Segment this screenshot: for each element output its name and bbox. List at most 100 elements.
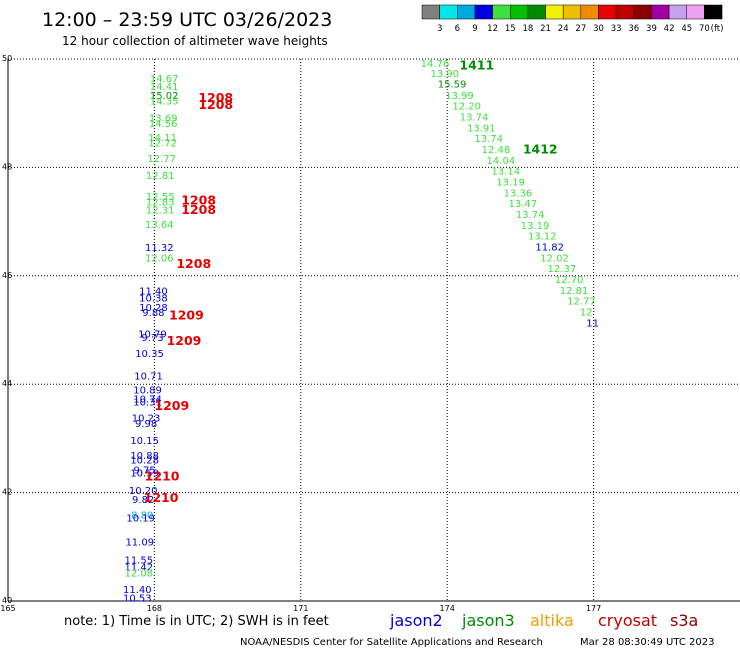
wave-height-label: 13.19 — [521, 221, 550, 232]
wave-height-label: 10.74 — [133, 394, 162, 405]
color-scale-legend: 3 6 9 12 15 18 21 24 27 30 33 36 39 42 45 70 (ft) — [421, 4, 723, 34]
wave-height-label: 14.67 — [150, 74, 179, 85]
wave-height-label: 10.28 — [130, 456, 159, 467]
units-note: note: 1) Time is in UTC; 2) SWH is in fe… — [64, 614, 329, 629]
legend-bin-label: 36 — [628, 24, 639, 34]
chart-title: 12:00 – 23:59 UTC 03/26/2023 — [42, 9, 332, 31]
legend-bin-label: 21 — [540, 24, 551, 34]
legend-swatch — [492, 4, 511, 20]
legend-bin-label: 33 — [611, 24, 622, 34]
wave-height-label: 13.64 — [145, 220, 174, 231]
legend-swatch — [457, 4, 476, 20]
mission-label: cryosat — [598, 611, 657, 630]
wave-height-label: 11.40 — [139, 286, 168, 297]
wave-height-label: 11.55 — [124, 555, 153, 566]
wave-height-label: 12.77 — [147, 154, 176, 165]
y-tick-label: 42 — [2, 488, 12, 497]
wave-height-label: 10.88 — [130, 451, 159, 462]
wave-height-label: 13.47 — [509, 199, 538, 210]
wave-height-label: 13.36 — [504, 188, 533, 199]
wave-height-label: 11.32 — [145, 243, 174, 254]
wave-height-label: 12.06 — [145, 253, 174, 264]
wave-height-label: 15.02 — [150, 91, 179, 102]
legend-bin-label: 6 — [455, 24, 460, 34]
wave-height-label: 10.20 — [129, 486, 158, 497]
legend-swatch — [580, 4, 599, 20]
legend-swatch — [421, 4, 440, 20]
wave-height-label: 13.74 — [474, 134, 503, 145]
wave-height-label: 13.74 — [516, 210, 545, 221]
wave-height-label: 12.37 — [548, 264, 577, 275]
pass-time-label: 1208 — [181, 192, 216, 207]
wave-height-label: 8.80 — [131, 510, 153, 521]
legend-bin-label: 15 — [505, 24, 516, 34]
legend-bin-label: 12 — [487, 24, 498, 34]
wave-height-label: 12.81 — [560, 286, 589, 297]
wave-height-label: 9.98 — [135, 419, 157, 430]
x-tick-label: 165 — [0, 604, 15, 613]
x-tick-label: 177 — [586, 604, 601, 613]
legend-bin-label: 42 — [664, 24, 675, 34]
legend-bin-label: 9 — [472, 24, 477, 34]
legend-swatch — [527, 4, 546, 20]
axis-ticks: 165 168 171 174 177 40 42 44 46 48 50 — [0, 54, 601, 613]
wave-height-label: 12.55 — [146, 192, 175, 203]
legend-bin-label: 70 — [699, 24, 710, 34]
wave-height-label: 10.53 — [123, 594, 152, 605]
wave-height-label: 14.04 — [487, 156, 516, 167]
mission-label: s3a — [670, 611, 698, 630]
y-tick-label: 40 — [2, 596, 12, 605]
mission-legend: jason2 jason3 altika cryosat s3a — [389, 611, 698, 630]
wave-height-label: 9.75 — [134, 465, 156, 476]
legend-swatch — [562, 4, 582, 20]
wave-height-label: 13.12 — [528, 232, 557, 243]
wave-height-label: 12.83 — [146, 198, 175, 209]
pass-time-label: 1209 — [169, 307, 204, 322]
pass-time-label: 1208 — [198, 97, 233, 112]
legend-swatch — [704, 4, 723, 20]
wave-height-label: 14.35 — [150, 97, 179, 108]
wave-height-label: 9.88 — [142, 308, 164, 319]
legend-swatch — [651, 4, 670, 20]
wave-height-label: 11.09 — [125, 537, 154, 548]
wave-height-label: 14.11 — [148, 133, 177, 144]
wave-height-label: 10.23 — [132, 413, 161, 424]
wave-height-label: 13.69 — [149, 114, 178, 125]
y-tick-label: 48 — [2, 162, 12, 171]
x-tick-label: 168 — [147, 604, 162, 613]
legend-swatch — [668, 4, 687, 20]
y-tick-label: 46 — [2, 271, 12, 280]
wave-height-label: 12.20 — [452, 102, 481, 113]
wave-height-label: 11.40 — [123, 585, 152, 596]
mission-label: jason3 — [461, 611, 515, 630]
wave-height-label: 13.91 — [467, 123, 496, 134]
mission-label: jason2 — [389, 611, 443, 630]
wave-height-label: 10.89 — [133, 386, 162, 397]
wave-height-label: 12.70 — [555, 275, 584, 286]
wave-height-label: 14.41 — [150, 82, 179, 93]
grid-lines — [8, 58, 740, 601]
legend-bin-label: 18 — [522, 24, 533, 34]
wave-height-label: 12.02 — [540, 253, 569, 264]
wave-height-label: 12.77 — [567, 297, 596, 308]
mission-label: altika — [530, 611, 574, 630]
chart-subtitle: 12 hour collection of altimeter wave hei… — [62, 34, 328, 48]
pass-time-label: 1411 — [459, 57, 494, 72]
wave-height-label: 11 — [586, 318, 599, 329]
legend-bin-label: 30 — [593, 24, 604, 34]
pass-time-label: 1210 — [145, 468, 180, 483]
wave-height-label: 13.90 — [430, 69, 459, 80]
legend-swatch — [474, 4, 493, 20]
legend-swatch — [633, 4, 652, 20]
legend-bin-label: 39 — [646, 24, 657, 34]
credit-line: NOAA/NESDIS Center for Satellite Applica… — [240, 637, 543, 648]
wave-height-label: 10.35 — [135, 349, 164, 360]
wave-height-label: 15.59 — [438, 79, 467, 90]
wave-height-label: 12.31 — [146, 206, 175, 217]
legend-bin-label: 27 — [575, 24, 586, 34]
pass-time-label: 1412 — [523, 141, 558, 156]
y-tick-label: 44 — [2, 379, 12, 388]
legend-swatch — [598, 4, 617, 20]
